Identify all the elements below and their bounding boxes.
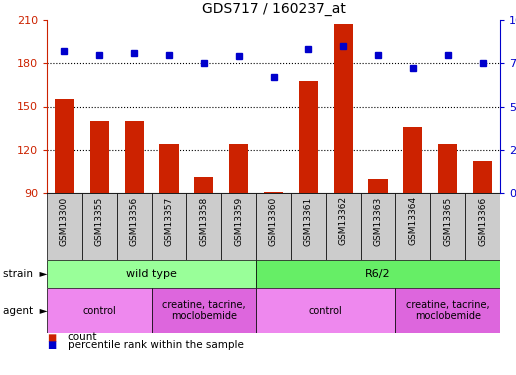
Bar: [334, 24, 353, 193]
Text: GSM13360: GSM13360: [269, 196, 278, 246]
Bar: [47, 193, 82, 260]
Bar: [194, 177, 214, 193]
Text: count: count: [68, 333, 97, 342]
Bar: [124, 121, 143, 193]
Bar: [186, 193, 221, 260]
Bar: [256, 288, 395, 333]
Text: GSM13300: GSM13300: [60, 196, 69, 246]
Bar: [264, 192, 283, 193]
Bar: [326, 193, 361, 260]
Text: creatine, tacrine,
moclobemide: creatine, tacrine, moclobemide: [406, 300, 490, 321]
Text: GSM13358: GSM13358: [199, 196, 208, 246]
Text: GSM13356: GSM13356: [130, 196, 139, 246]
Bar: [152, 288, 256, 333]
Bar: [82, 193, 117, 260]
Bar: [256, 193, 291, 260]
Text: GSM13366: GSM13366: [478, 196, 487, 246]
Bar: [47, 288, 152, 333]
Bar: [159, 144, 179, 193]
Bar: [229, 144, 248, 193]
Text: GSM13361: GSM13361: [304, 196, 313, 246]
Text: agent  ►: agent ►: [3, 306, 47, 315]
Text: GSM13357: GSM13357: [165, 196, 173, 246]
Bar: [465, 193, 500, 260]
Text: GSM13365: GSM13365: [443, 196, 452, 246]
Text: GSM13362: GSM13362: [338, 196, 348, 246]
Text: creatine, tacrine,
moclobemide: creatine, tacrine, moclobemide: [162, 300, 246, 321]
Bar: [55, 99, 74, 193]
Text: GDS717 / 160237_at: GDS717 / 160237_at: [202, 2, 345, 16]
Bar: [47, 260, 256, 288]
Bar: [256, 260, 500, 288]
Text: GSM13359: GSM13359: [234, 196, 243, 246]
Bar: [473, 161, 492, 193]
Bar: [117, 193, 152, 260]
Text: ■: ■: [47, 340, 56, 350]
Text: control: control: [309, 306, 343, 315]
Bar: [430, 193, 465, 260]
Bar: [368, 178, 388, 193]
Text: control: control: [83, 306, 116, 315]
Text: percentile rank within the sample: percentile rank within the sample: [68, 340, 244, 350]
Bar: [152, 193, 186, 260]
Bar: [395, 193, 430, 260]
Bar: [404, 127, 423, 193]
Bar: [361, 193, 395, 260]
Text: GSM13355: GSM13355: [95, 196, 104, 246]
Text: R6/2: R6/2: [365, 269, 391, 279]
Text: wild type: wild type: [126, 269, 177, 279]
Bar: [291, 193, 326, 260]
Text: ■: ■: [47, 333, 56, 342]
Text: GSM13363: GSM13363: [374, 196, 382, 246]
Text: strain  ►: strain ►: [3, 269, 47, 279]
Bar: [221, 193, 256, 260]
Bar: [395, 288, 500, 333]
Bar: [90, 121, 109, 193]
Bar: [438, 144, 457, 193]
Text: GSM13364: GSM13364: [408, 196, 417, 246]
Bar: [299, 81, 318, 193]
